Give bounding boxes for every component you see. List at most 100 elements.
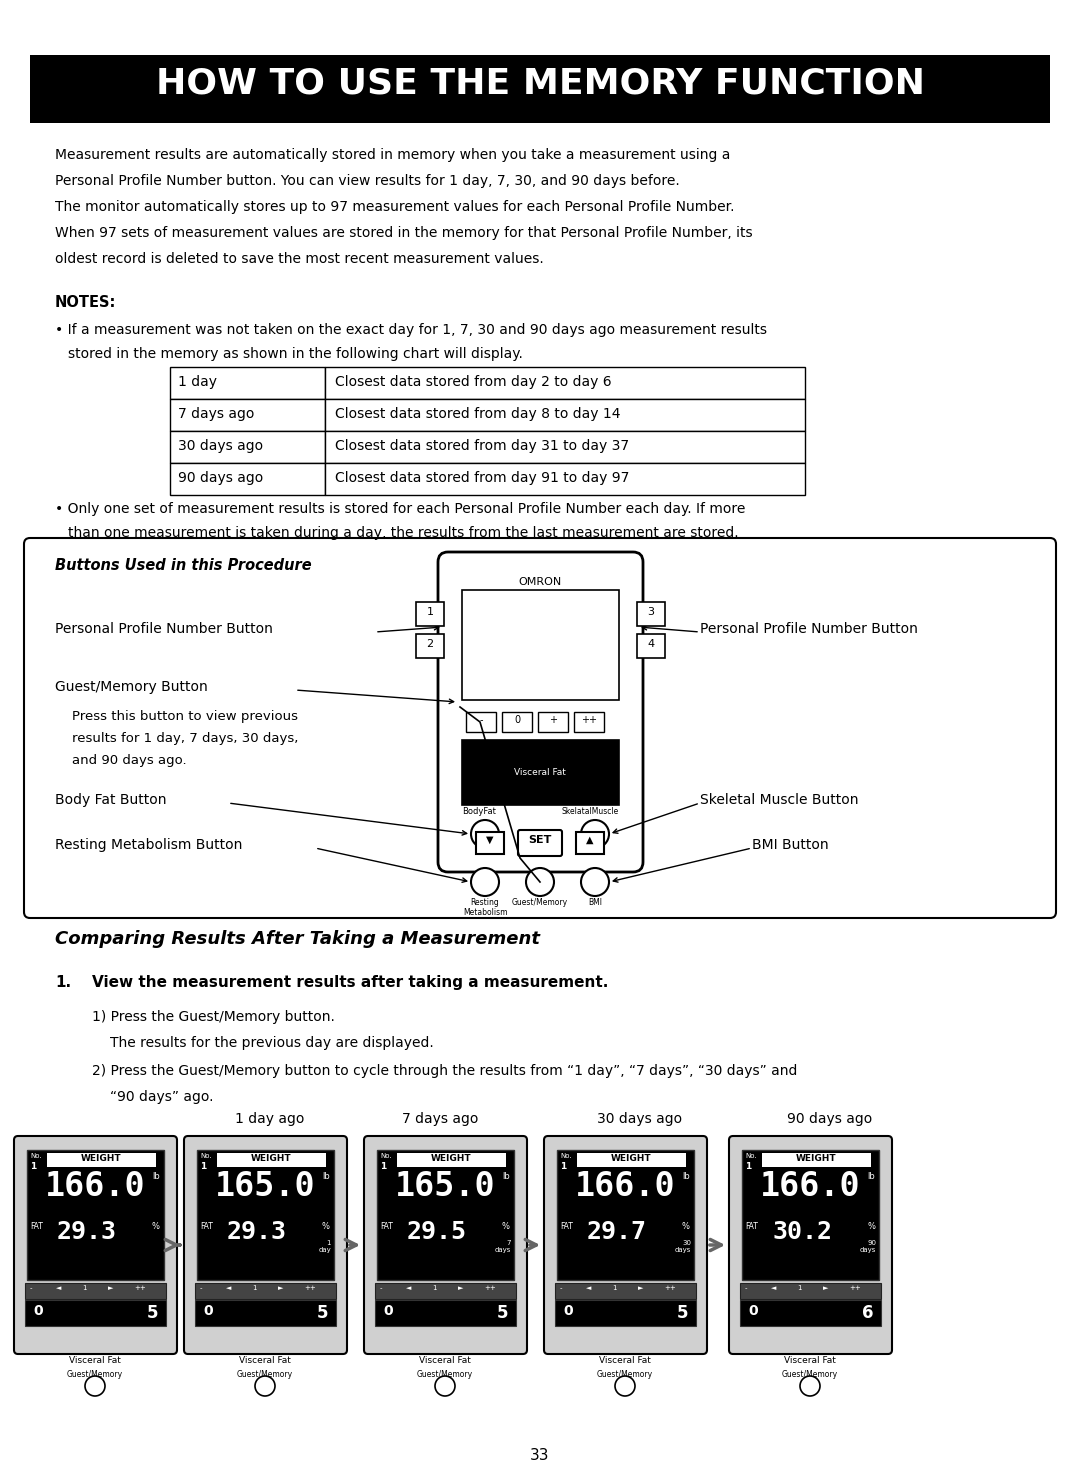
Bar xyxy=(740,1301,881,1326)
Text: Visceral Fat: Visceral Fat xyxy=(599,1355,651,1366)
Bar xyxy=(375,1283,516,1299)
Text: 0: 0 xyxy=(383,1304,393,1318)
Circle shape xyxy=(435,1376,455,1397)
Text: 1
day: 1 day xyxy=(319,1240,330,1253)
Bar xyxy=(576,832,604,854)
Text: ++: ++ xyxy=(303,1284,315,1290)
Bar xyxy=(170,463,325,495)
Bar xyxy=(740,1283,881,1299)
Text: 166.0: 166.0 xyxy=(44,1171,146,1203)
Text: than one measurement is taken during a day, the results from the last measuremen: than one measurement is taken during a d… xyxy=(68,526,739,539)
Text: 29.3: 29.3 xyxy=(57,1219,117,1244)
Text: 0: 0 xyxy=(203,1304,213,1318)
Text: -: - xyxy=(30,1284,32,1290)
Circle shape xyxy=(526,868,554,896)
Bar xyxy=(48,1153,156,1168)
Text: Closest data stored from day 91 to day 97: Closest data stored from day 91 to day 9… xyxy=(335,471,630,485)
Circle shape xyxy=(581,820,609,848)
Text: 1: 1 xyxy=(612,1284,617,1290)
Text: ++: ++ xyxy=(849,1284,861,1290)
Text: Closest data stored from day 8 to day 14: Closest data stored from day 8 to day 14 xyxy=(335,406,621,421)
Text: “90 days” ago.: “90 days” ago. xyxy=(110,1089,214,1104)
Bar xyxy=(195,1283,336,1299)
Text: Closest data stored from day 31 to day 37: Closest data stored from day 31 to day 3… xyxy=(335,439,630,452)
Text: ►: ► xyxy=(108,1284,113,1290)
Text: 30
days: 30 days xyxy=(675,1240,691,1253)
Text: Personal Profile Number button. You can view results for 1 day, 7, 30, and 90 da: Personal Profile Number button. You can … xyxy=(55,174,679,188)
Text: Guest/Memory: Guest/Memory xyxy=(67,1370,123,1379)
Bar xyxy=(377,1150,514,1280)
Text: ◄: ◄ xyxy=(586,1284,592,1290)
Text: -: - xyxy=(200,1284,203,1290)
Text: ++: ++ xyxy=(484,1284,496,1290)
Text: SET: SET xyxy=(528,835,552,845)
Text: Guest/Memory Button: Guest/Memory Button xyxy=(55,680,207,695)
Text: • Only one set of measurement results is stored for each Personal Profile Number: • Only one set of measurement results is… xyxy=(55,503,745,516)
Text: 5: 5 xyxy=(677,1304,689,1321)
Text: Resting Metabolism Button: Resting Metabolism Button xyxy=(55,838,242,851)
Text: ►: ► xyxy=(278,1284,283,1290)
Bar xyxy=(416,602,444,627)
Text: Closest data stored from day 2 to day 6: Closest data stored from day 2 to day 6 xyxy=(335,375,611,389)
Text: 6: 6 xyxy=(862,1304,874,1321)
Text: and 90 days ago.: and 90 days ago. xyxy=(72,754,187,767)
Text: 4: 4 xyxy=(647,638,654,649)
FancyBboxPatch shape xyxy=(729,1137,892,1354)
Bar xyxy=(30,55,1050,123)
Text: ►: ► xyxy=(638,1284,644,1290)
Text: lb: lb xyxy=(683,1172,690,1181)
Text: WEIGHT: WEIGHT xyxy=(610,1154,651,1163)
Text: %: % xyxy=(867,1222,875,1231)
Text: 165.0: 165.0 xyxy=(215,1171,315,1203)
Text: 1: 1 xyxy=(30,1162,37,1171)
Bar xyxy=(555,1301,696,1326)
Text: 30 days ago: 30 days ago xyxy=(597,1111,683,1126)
Text: 2: 2 xyxy=(427,638,433,649)
Text: 1: 1 xyxy=(200,1162,206,1171)
Text: 1: 1 xyxy=(745,1162,752,1171)
Text: ◄: ◄ xyxy=(56,1284,62,1290)
Text: ◄: ◄ xyxy=(406,1284,411,1290)
Text: 7 days ago: 7 days ago xyxy=(178,406,255,421)
Text: lb: lb xyxy=(152,1172,160,1181)
Text: 30 days ago: 30 days ago xyxy=(178,439,264,452)
Bar xyxy=(325,367,805,399)
Circle shape xyxy=(581,868,609,896)
Text: Guest/Memory: Guest/Memory xyxy=(417,1370,473,1379)
Text: HOW TO USE THE MEMORY FUNCTION: HOW TO USE THE MEMORY FUNCTION xyxy=(156,67,924,101)
Text: BMI Button: BMI Button xyxy=(752,838,828,851)
FancyBboxPatch shape xyxy=(24,538,1056,918)
Bar xyxy=(555,1283,696,1299)
Text: The monitor automatically stores up to 97 measurement values for each Personal P: The monitor automatically stores up to 9… xyxy=(55,200,734,214)
Text: 90 days ago: 90 days ago xyxy=(787,1111,873,1126)
Text: ++: ++ xyxy=(581,715,597,726)
Text: WEIGHT: WEIGHT xyxy=(431,1154,471,1163)
Text: No.: No. xyxy=(200,1153,212,1159)
Text: Resting
Metabolism: Resting Metabolism xyxy=(462,899,508,918)
Text: ►: ► xyxy=(458,1284,463,1290)
Text: WEIGHT: WEIGHT xyxy=(251,1154,292,1163)
Bar xyxy=(195,1301,336,1326)
Text: 1: 1 xyxy=(252,1284,257,1290)
Text: ++: ++ xyxy=(134,1284,146,1290)
Bar xyxy=(375,1301,516,1326)
Text: Body Fat Button: Body Fat Button xyxy=(55,794,166,807)
Text: 1) Press the Guest/Memory button.: 1) Press the Guest/Memory button. xyxy=(92,1009,335,1024)
Text: Guest/Memory: Guest/Memory xyxy=(237,1370,293,1379)
Bar xyxy=(502,712,532,732)
Text: Personal Profile Number Button: Personal Profile Number Button xyxy=(55,622,273,636)
Text: ►: ► xyxy=(823,1284,828,1290)
Bar xyxy=(325,432,805,463)
Bar xyxy=(462,590,619,701)
Text: 0: 0 xyxy=(563,1304,572,1318)
Text: 5: 5 xyxy=(147,1304,159,1321)
Bar xyxy=(577,1153,686,1168)
Circle shape xyxy=(471,868,499,896)
Bar xyxy=(476,832,504,854)
Text: No.: No. xyxy=(561,1153,571,1159)
Text: -: - xyxy=(380,1284,382,1290)
Text: lb: lb xyxy=(867,1172,875,1181)
Bar xyxy=(416,634,444,658)
Text: 7 days ago: 7 days ago xyxy=(402,1111,478,1126)
Bar xyxy=(557,1150,694,1280)
